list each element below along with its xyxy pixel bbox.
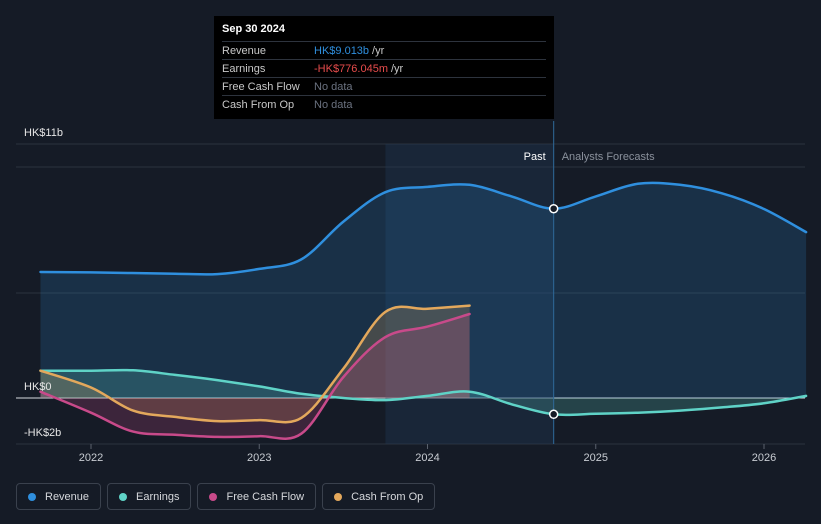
data-tooltip: Sep 30 2024 Revenue HK$9.013b /yr Earnin… <box>214 16 554 119</box>
series-areas <box>40 182 807 439</box>
tooltip-unit: /yr <box>372 44 385 57</box>
line-earnings <box>39 368 808 417</box>
legend-item-free-cash-flow[interactable]: Free Cash Flow <box>197 483 317 510</box>
tooltip-row-earnings: Earnings -HK$776.045m /yr <box>222 59 546 77</box>
area-free-cash-flow <box>40 314 470 439</box>
area-revenue <box>40 182 807 398</box>
line-free-cash-flow <box>39 312 471 440</box>
past-label: Past <box>524 151 546 163</box>
forecast-label: Analysts Forecasts <box>562 151 655 163</box>
tooltip-label: Cash From Op <box>222 98 295 111</box>
x-tick-label: 2024 <box>415 452 439 464</box>
legend-dot-cash-from-op <box>334 492 343 501</box>
past-shade-region <box>385 144 554 444</box>
legend-dot-free-cash-flow <box>209 492 218 501</box>
tooltip-row-free-cash-flow: Free Cash Flow No data <box>222 77 546 95</box>
y-axis-labels: HK$11b HK$0 -HK$2b <box>24 127 63 439</box>
x-tick-label: 2025 <box>584 452 608 464</box>
y-tick-label: -HK$2b <box>24 427 61 439</box>
legend-label: Free Cash Flow <box>226 490 305 503</box>
y-tick-label: HK$11b <box>24 127 63 139</box>
legend-label: Cash From Op <box>351 490 424 503</box>
tooltip-row-cash-from-op: Cash From Op No data <box>222 95 546 113</box>
tooltip-value: No data <box>314 80 353 93</box>
legend-label: Revenue <box>45 490 90 503</box>
tooltip-label: Earnings <box>222 62 266 75</box>
chart-legend: Revenue Earnings Free Cash Flow Cash Fro… <box>16 483 436 510</box>
line-cash-from-op <box>39 304 471 424</box>
point-earnings <box>548 409 559 420</box>
line-revenue <box>39 181 808 276</box>
point-revenue <box>548 203 559 214</box>
gridlines <box>16 143 805 445</box>
legend-item-earnings[interactable]: Earnings <box>107 483 192 510</box>
legend-item-revenue[interactable]: Revenue <box>16 483 102 510</box>
legend-item-cash-from-op[interactable]: Cash From Op <box>322 483 436 510</box>
area-earnings <box>40 370 807 415</box>
tooltip-unit: /yr <box>391 62 404 75</box>
x-tick-label: 2023 <box>247 452 271 464</box>
tooltip-date: Sep 30 2024 <box>222 23 285 35</box>
tooltip-value: HK$9.013b <box>314 44 370 57</box>
tooltip-label: Revenue <box>222 44 267 57</box>
area-cash-from-op <box>40 305 470 423</box>
legend-label: Earnings <box>136 490 180 503</box>
y-tick-label: HK$0 <box>24 381 52 393</box>
series-lines <box>39 181 808 440</box>
highlight-points <box>548 203 559 420</box>
tooltip-value: No data <box>314 98 353 111</box>
x-tick-label: 2022 <box>79 452 103 464</box>
tooltip-value: -HK$776.045m <box>314 62 388 75</box>
legend-dot-revenue <box>28 492 36 501</box>
x-tick-label: 2026 <box>752 452 776 464</box>
tooltip-label: Free Cash Flow <box>222 80 300 93</box>
tooltip-row-revenue: Revenue HK$9.013b /yr <box>222 41 546 59</box>
x-axis-labels: 2022 2023 2024 2025 2026 <box>79 444 776 464</box>
legend-dot-earnings <box>119 492 128 501</box>
